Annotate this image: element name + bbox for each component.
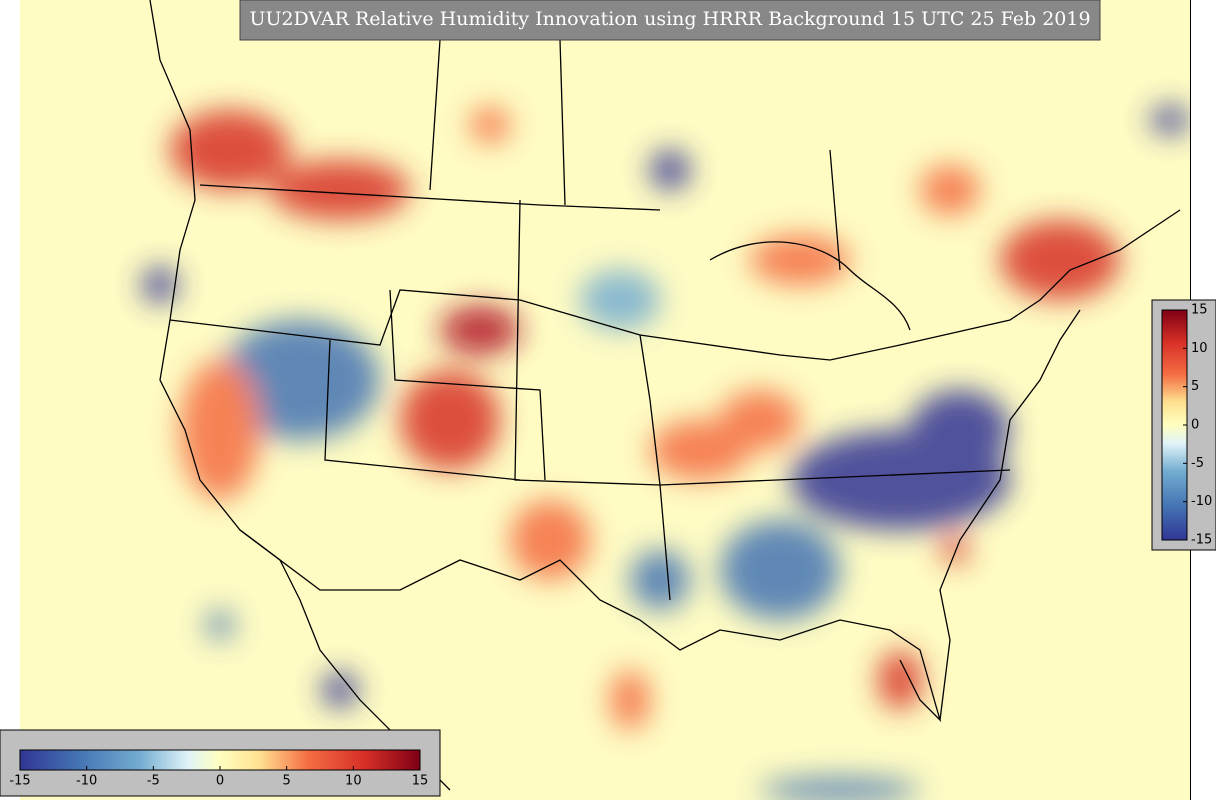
colorbar-tick-label: 15 (412, 774, 429, 789)
coastlines-borders (149, 0, 1181, 791)
colorbar-tick-label: 10 (345, 774, 362, 789)
colorbar-tick-label: -10 (1191, 494, 1212, 509)
colorbar-tick-label: 10 (1191, 341, 1208, 356)
colorbar-tick-label: 0 (216, 774, 224, 789)
colorbar-tick-label: 5 (283, 774, 291, 789)
colorbar-tick-label: 15 (1191, 303, 1208, 318)
colorbar-tick-label: -15 (9, 774, 30, 789)
colorbar-tick-label: -10 (76, 774, 97, 789)
colorbar (1161, 309, 1188, 541)
innovation-field (142, 106, 1190, 800)
title-box (239, 0, 1101, 41)
colorbar-tick-label: -5 (147, 774, 160, 789)
colorbar-tick-label: -5 (1191, 456, 1204, 471)
map-area (20, 0, 1190, 800)
title: UU2DVAR Relative Humidity Innovation usi… (249, 8, 1090, 30)
colorbar-tick-label: -15 (1191, 533, 1212, 548)
colorbars: -15 -10 -5 0 5 10 15 -15 -10 -5 0 5 10 15 (0, 299, 1216, 797)
colorbar-tick-label: 0 (1191, 418, 1199, 433)
colorbar-tick-label: 5 (1191, 379, 1199, 394)
